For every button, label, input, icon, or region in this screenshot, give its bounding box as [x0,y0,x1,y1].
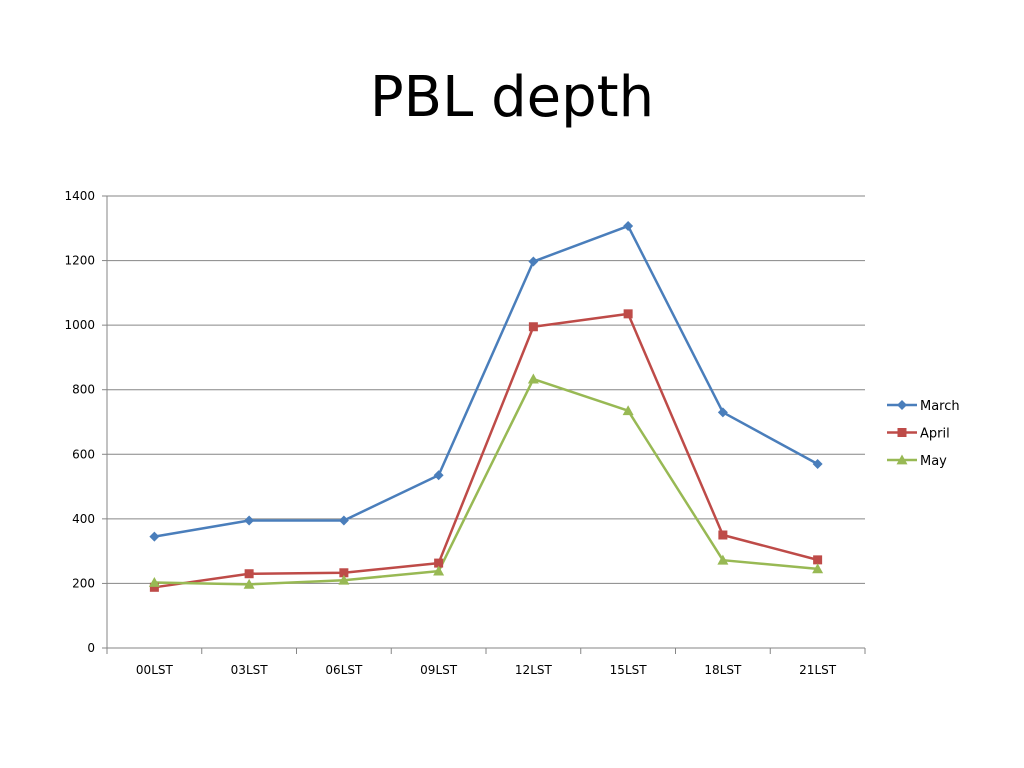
data-point-march [244,515,255,526]
data-point-march [433,470,444,481]
legend-label-may: May [920,454,947,469]
legend-marker-may [896,454,908,465]
x-tick-label: 15LST [610,663,648,677]
y-tick-label: 1400 [64,189,95,203]
series-lines [154,224,819,589]
x-tick-label: 03LST [231,663,269,677]
legend-label-april: April [920,427,950,442]
data-point-march [528,256,539,267]
y-tick-label: 200 [72,576,95,590]
data-point-march [812,458,823,469]
data-point-may [338,574,350,585]
data-point-may [622,405,634,416]
legend-label-march: March [920,399,960,414]
x-axis-ticks: 00LST 03LST 06LST 09LST 12LST 15LST 18LST 21LST [136,663,837,677]
data-point-march [623,221,634,232]
data-point-april [149,582,159,592]
data-point-march [338,515,349,526]
series-line-march [154,224,819,538]
data-point-april [244,569,254,579]
data-point-april [623,309,633,319]
data-point-march [149,531,160,542]
legend: March April May [887,399,960,469]
series-line-april [154,312,818,589]
data-point-april [718,530,728,540]
data-point-april [339,568,349,578]
y-tick-label: 0 [87,641,95,655]
data-point-may [812,563,824,574]
x-tick-label: 12LST [515,663,553,677]
x-tick-label: 09LST [420,663,458,677]
y-tick-label: 400 [72,512,95,526]
y-axis-ticks: 0 200 400 600 800 1000 1200 1400 [64,189,95,655]
data-point-march [717,407,728,418]
y-tick-label: 600 [72,447,95,461]
data-point-april [528,322,538,332]
data-point-may [717,554,729,565]
x-tick-label: 06LST [325,663,363,677]
data-point-may [433,565,445,576]
data-point-may [527,373,539,384]
y-tick-label: 800 [72,383,95,397]
axes [102,195,866,654]
data-point-april [434,558,444,568]
x-tick-label: 21LST [799,663,837,677]
legend-marker-april [897,428,907,437]
chart-title: PBL depth [369,65,655,130]
data-point-may [243,578,255,589]
data-point-may [148,576,160,587]
data-point-april [813,555,823,565]
x-tick-label: 18LST [704,663,742,677]
x-tick-label: 00LST [136,663,174,677]
series-markers [148,221,824,592]
series-line-may [154,377,818,586]
y-tick-label: 1000 [64,318,95,332]
legend-marker-march [897,400,907,410]
y-tick-label: 1200 [64,254,95,268]
